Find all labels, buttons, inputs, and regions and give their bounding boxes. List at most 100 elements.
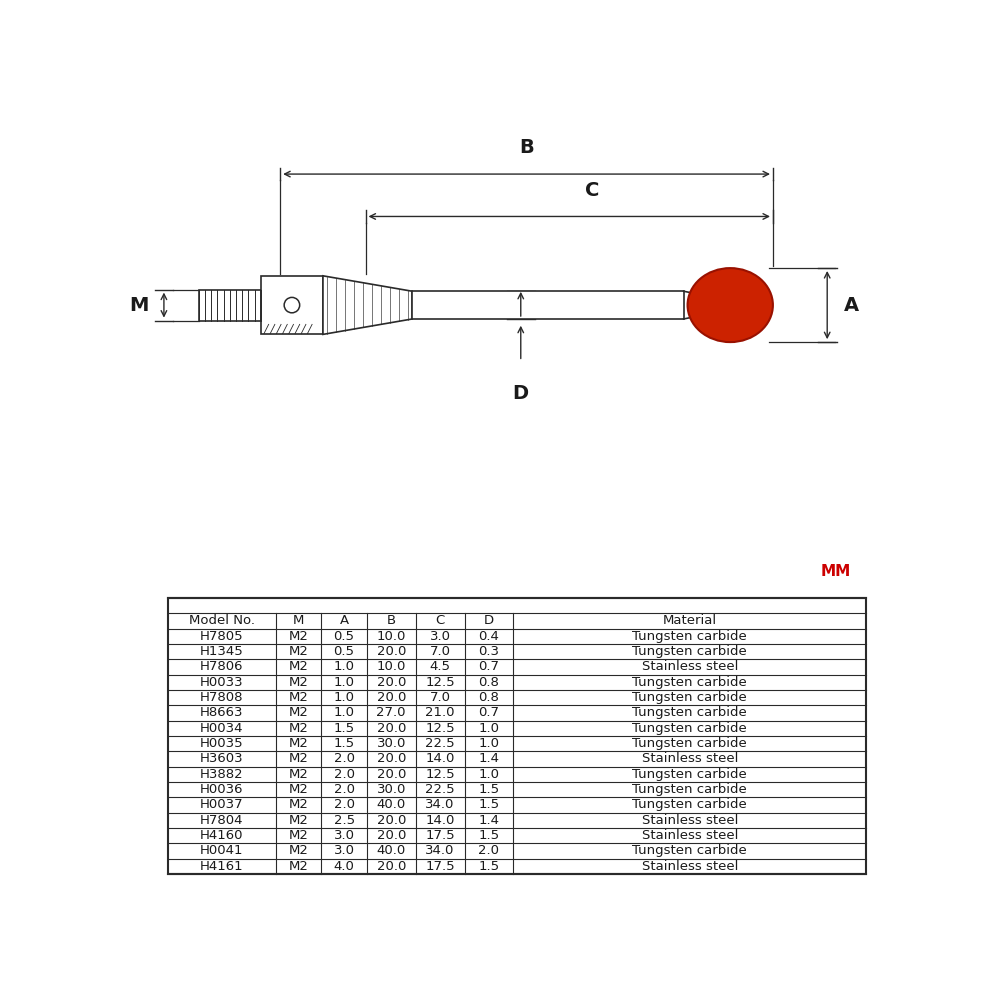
Text: 40.0: 40.0 [376,799,405,812]
Text: Tungsten carbide: Tungsten carbide [633,799,747,812]
Text: H0036: H0036 [200,783,243,796]
Text: Tungsten carbide: Tungsten carbide [633,737,747,750]
Text: 20.0: 20.0 [376,768,405,781]
Text: M2: M2 [288,860,308,873]
Text: Tungsten carbide: Tungsten carbide [633,845,747,858]
Text: M2: M2 [288,799,308,812]
Text: 14.0: 14.0 [425,753,454,766]
Text: H3882: H3882 [200,768,243,781]
Text: M2: M2 [288,829,308,842]
Text: H0035: H0035 [200,737,243,750]
Text: 2.0: 2.0 [333,768,354,781]
Text: Tungsten carbide: Tungsten carbide [633,768,747,781]
Text: 1.5: 1.5 [478,829,499,842]
Text: M2: M2 [288,630,308,643]
Text: D: D [483,615,494,628]
Text: 14.0: 14.0 [425,814,454,827]
Text: M: M [129,295,148,314]
Text: H7805: H7805 [200,630,243,643]
Text: 0.7: 0.7 [478,661,499,674]
Text: 1.0: 1.0 [333,676,354,689]
Text: 0.3: 0.3 [478,646,499,658]
Text: 1.5: 1.5 [478,860,499,873]
Text: C: C [586,180,600,199]
Text: 17.5: 17.5 [425,860,454,873]
Text: 1.5: 1.5 [333,722,354,735]
Text: 20.0: 20.0 [376,676,405,689]
Text: Stainless steel: Stainless steel [642,753,738,766]
Text: 3.0: 3.0 [429,630,450,643]
Text: 20.0: 20.0 [376,722,405,735]
Text: Tungsten carbide: Tungsten carbide [633,630,747,643]
Text: Stainless steel: Stainless steel [642,829,738,842]
Polygon shape [323,276,412,334]
Text: 30.0: 30.0 [376,737,405,750]
Ellipse shape [688,268,773,342]
Text: Model No.: Model No. [189,615,255,628]
Text: 0.4: 0.4 [478,630,499,643]
Text: Tungsten carbide: Tungsten carbide [633,783,747,796]
Text: H0041: H0041 [200,845,243,858]
Text: 0.5: 0.5 [333,630,354,643]
Text: M2: M2 [288,737,308,750]
Text: H8663: H8663 [200,707,243,720]
Text: MM: MM [820,564,851,579]
Text: A: A [339,615,348,628]
Text: 10.0: 10.0 [376,661,405,674]
Text: 2.0: 2.0 [333,753,354,766]
Text: 20.0: 20.0 [376,753,405,766]
Text: 2.5: 2.5 [333,814,354,827]
Text: 2.0: 2.0 [478,845,499,858]
Text: B: B [386,615,395,628]
Text: H7808: H7808 [200,691,243,704]
Bar [168,598,866,874]
Text: Tungsten carbide: Tungsten carbide [633,676,747,689]
Text: 20.0: 20.0 [376,691,405,704]
Text: H0033: H0033 [200,676,243,689]
Text: 2.0: 2.0 [333,783,354,796]
Text: 1.5: 1.5 [333,737,354,750]
Text: 4.5: 4.5 [429,661,450,674]
Bar [199,289,261,320]
Circle shape [284,297,299,312]
Text: H4161: H4161 [200,860,243,873]
Text: H4160: H4160 [200,829,243,842]
Text: M2: M2 [288,814,308,827]
Text: 17.5: 17.5 [425,829,454,842]
Text: 40.0: 40.0 [376,845,405,858]
Text: 7.0: 7.0 [429,646,450,658]
Text: 30.0: 30.0 [376,783,405,796]
Text: 1.4: 1.4 [478,814,499,827]
Text: 12.5: 12.5 [425,722,454,735]
Text: B: B [520,138,534,157]
Text: 34.0: 34.0 [425,799,454,812]
Text: 27.0: 27.0 [376,707,406,720]
Text: H0037: H0037 [200,799,243,812]
Text: 0.5: 0.5 [333,646,354,658]
Text: Tungsten carbide: Tungsten carbide [633,691,747,704]
Text: 12.5: 12.5 [425,676,454,689]
Text: 20.0: 20.0 [376,829,405,842]
Text: 34.0: 34.0 [425,845,454,858]
Text: Tungsten carbide: Tungsten carbide [633,646,747,658]
Text: 1.5: 1.5 [478,783,499,796]
Text: Stainless steel: Stainless steel [642,860,738,873]
Text: Stainless steel: Stainless steel [642,661,738,674]
Text: M2: M2 [288,661,308,674]
Text: 21.0: 21.0 [425,707,454,720]
Text: 1.0: 1.0 [333,661,354,674]
Text: 10.0: 10.0 [376,630,405,643]
Text: 0.7: 0.7 [478,707,499,720]
Bar [261,276,323,334]
Text: 2.0: 2.0 [333,799,354,812]
Text: A: A [844,295,860,314]
Text: 1.0: 1.0 [333,707,354,720]
Text: 20.0: 20.0 [376,646,405,658]
Text: 3.0: 3.0 [333,829,354,842]
Text: D: D [513,384,529,403]
Text: M2: M2 [288,768,308,781]
Text: H7804: H7804 [200,814,243,827]
Text: M2: M2 [288,676,308,689]
Text: M: M [293,615,304,628]
Text: M2: M2 [288,783,308,796]
